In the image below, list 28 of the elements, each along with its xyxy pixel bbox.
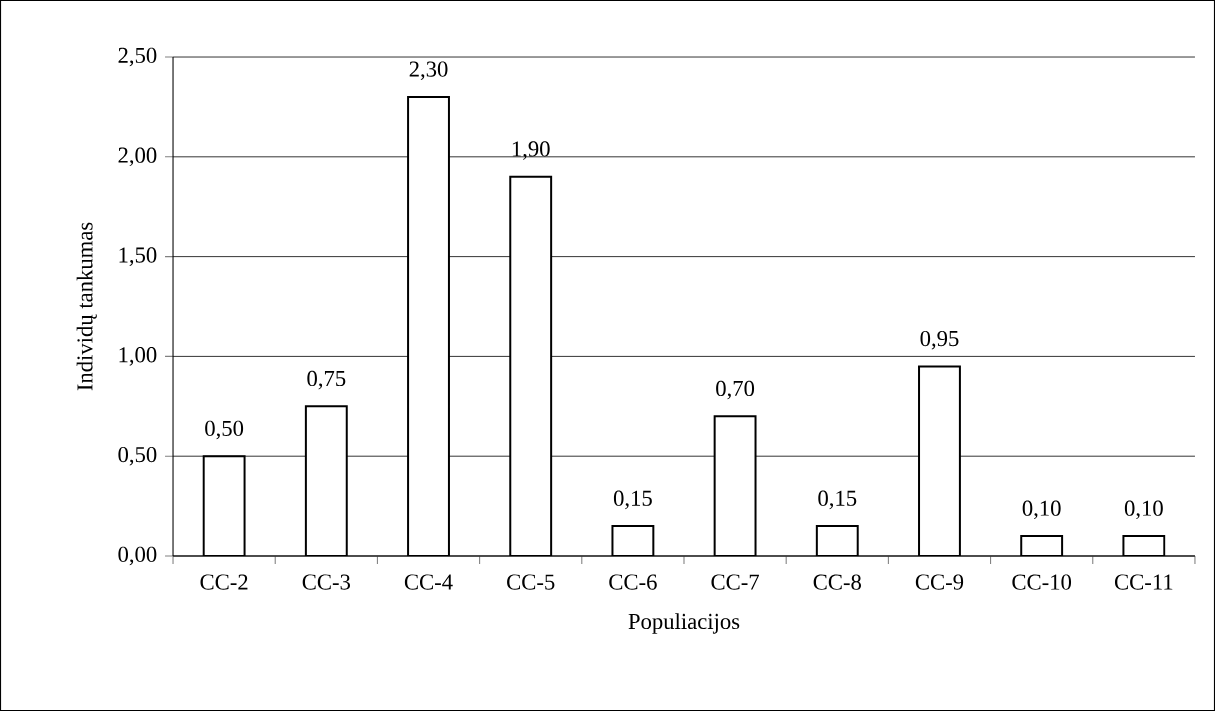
data-label: 0,10 <box>1124 500 1163 520</box>
x-tick-label: CC-3 <box>302 574 350 590</box>
x-tick-label: CC-11 <box>1114 574 1173 590</box>
data-label: 0,70 <box>716 380 755 400</box>
y-axis-title: Individų tankumas <box>76 222 97 391</box>
y-tick-label: 1,50 <box>119 247 157 266</box>
x-tick-label: CC-8 <box>813 574 861 590</box>
x-tick-label: CC-9 <box>915 574 964 590</box>
x-tick-label: CC-6 <box>609 574 657 590</box>
y-tick-label: 0,50 <box>118 446 157 466</box>
data-label: 1,90 <box>512 141 550 160</box>
x-tick-label: CC-7 <box>711 574 759 590</box>
data-label: 0,15 <box>613 490 652 510</box>
data-label: 0,15 <box>818 490 857 510</box>
x-axis-title: Populiacijos <box>628 613 740 634</box>
y-tick-label: 1,00 <box>119 347 157 366</box>
y-tick-label: 2,50 <box>118 47 157 67</box>
data-label: 0,75 <box>307 370 346 390</box>
y-tick-label: 0,00 <box>118 546 157 566</box>
x-tick-label: CC-10 <box>1012 574 1072 590</box>
x-tick-label: CC-2 <box>200 574 248 590</box>
x-tick-label: CC-5 <box>507 574 555 590</box>
data-label: 2,30 <box>409 61 448 81</box>
data-label: 0,50 <box>205 420 244 440</box>
y-tick-label: 2,00 <box>118 147 157 167</box>
data-label: 0,10 <box>1022 500 1061 520</box>
x-tick-label: CC-4 <box>404 574 453 590</box>
data-label: 0,95 <box>920 330 959 350</box>
